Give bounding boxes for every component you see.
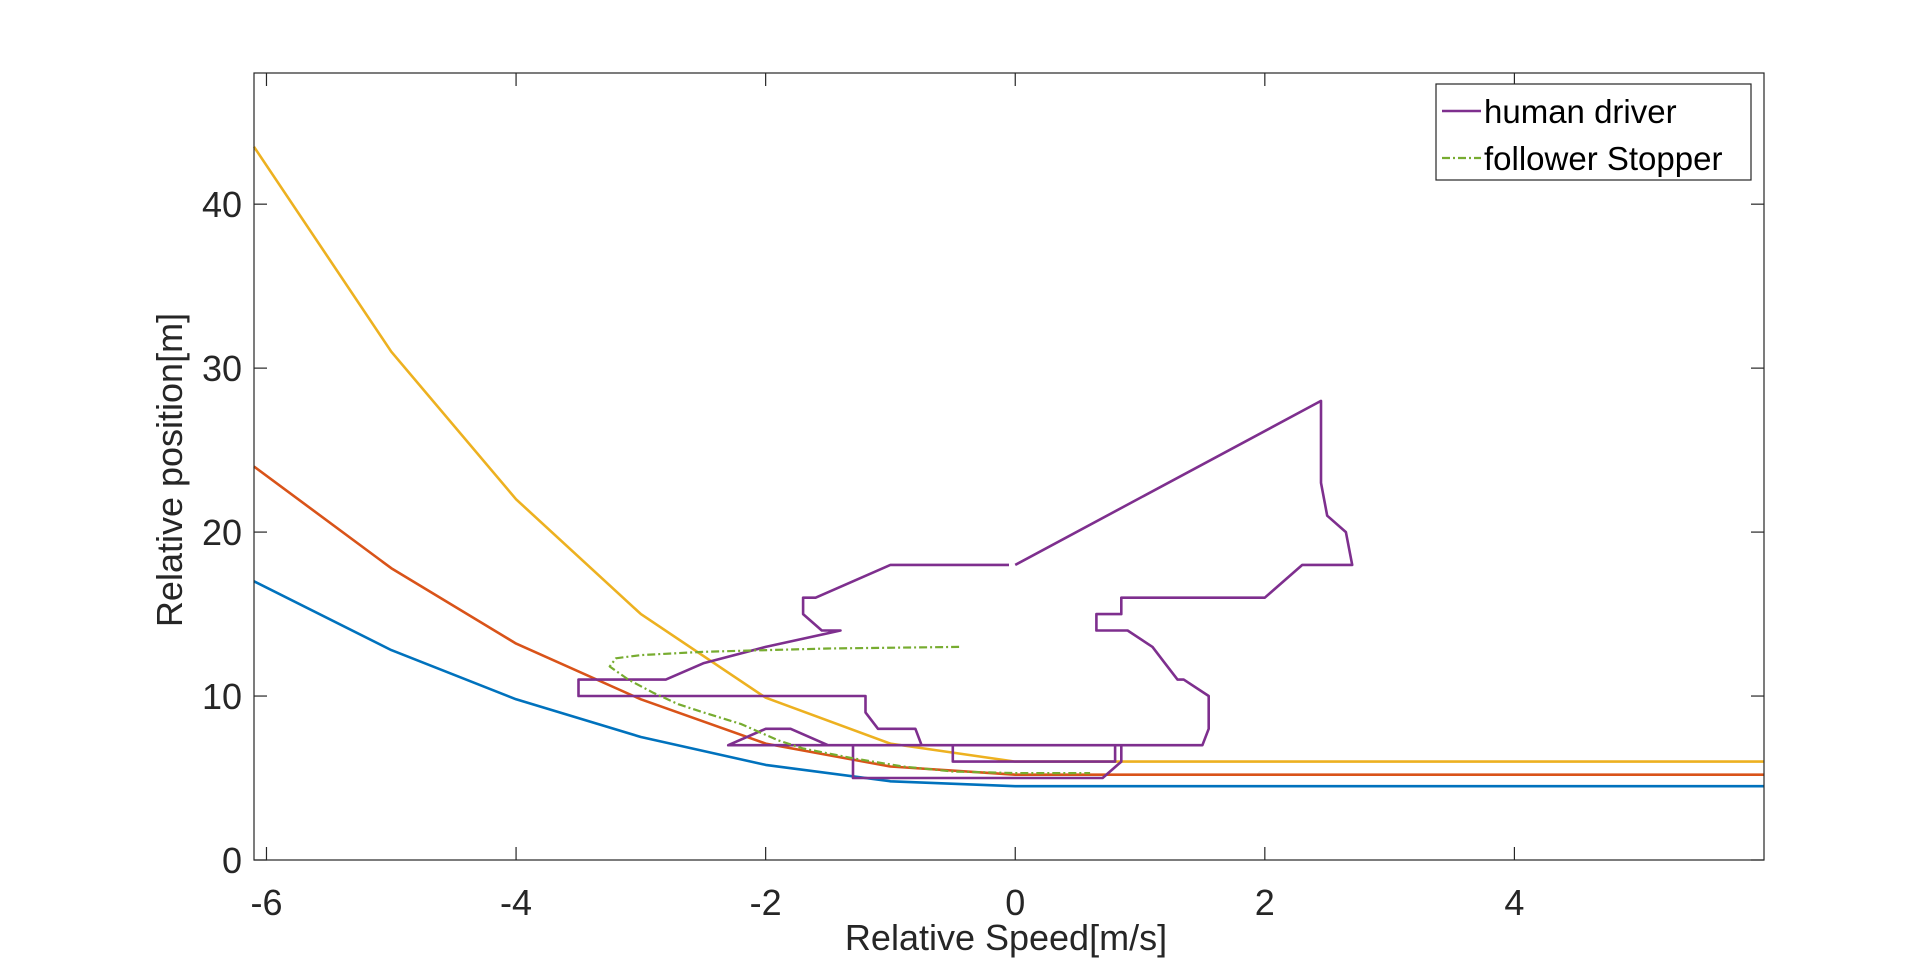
x-tick-label: -4 bbox=[500, 882, 532, 923]
labels-layer: Relative Speed[m/s] Relative position[m] bbox=[149, 313, 1167, 958]
x-tick-label: -6 bbox=[250, 882, 282, 923]
series-line-curve-3 bbox=[252, 146, 1764, 763]
x-tick-label: 2 bbox=[1255, 882, 1275, 923]
y-tick-label: 10 bbox=[202, 676, 242, 717]
y-tick-label: 20 bbox=[202, 512, 242, 553]
series-line-curve-1 bbox=[253, 580, 1764, 788]
x-axis-label: Relative Speed[m/s] bbox=[845, 917, 1167, 958]
axes-box bbox=[253, 72, 1765, 861]
series-line-human-driver bbox=[577, 399, 1354, 780]
y-tick-label: 40 bbox=[202, 184, 242, 225]
legend-box bbox=[1435, 83, 1752, 181]
legend: human driver follower Stopper bbox=[1435, 83, 1752, 181]
series-line-follower-stopper bbox=[608, 645, 1091, 775]
y-tick-label: 30 bbox=[202, 348, 242, 389]
y-axis-label: Relative position[m] bbox=[149, 313, 190, 627]
x-tick-label: 4 bbox=[1504, 882, 1524, 923]
legend-label: follower Stopper bbox=[1484, 140, 1722, 177]
x-tick-label: -2 bbox=[750, 882, 782, 923]
y-tick-label: 0 bbox=[222, 840, 242, 881]
legend-label: human driver bbox=[1484, 93, 1677, 130]
series-layer bbox=[252, 146, 1764, 788]
x-tick-label: 0 bbox=[1005, 882, 1025, 923]
